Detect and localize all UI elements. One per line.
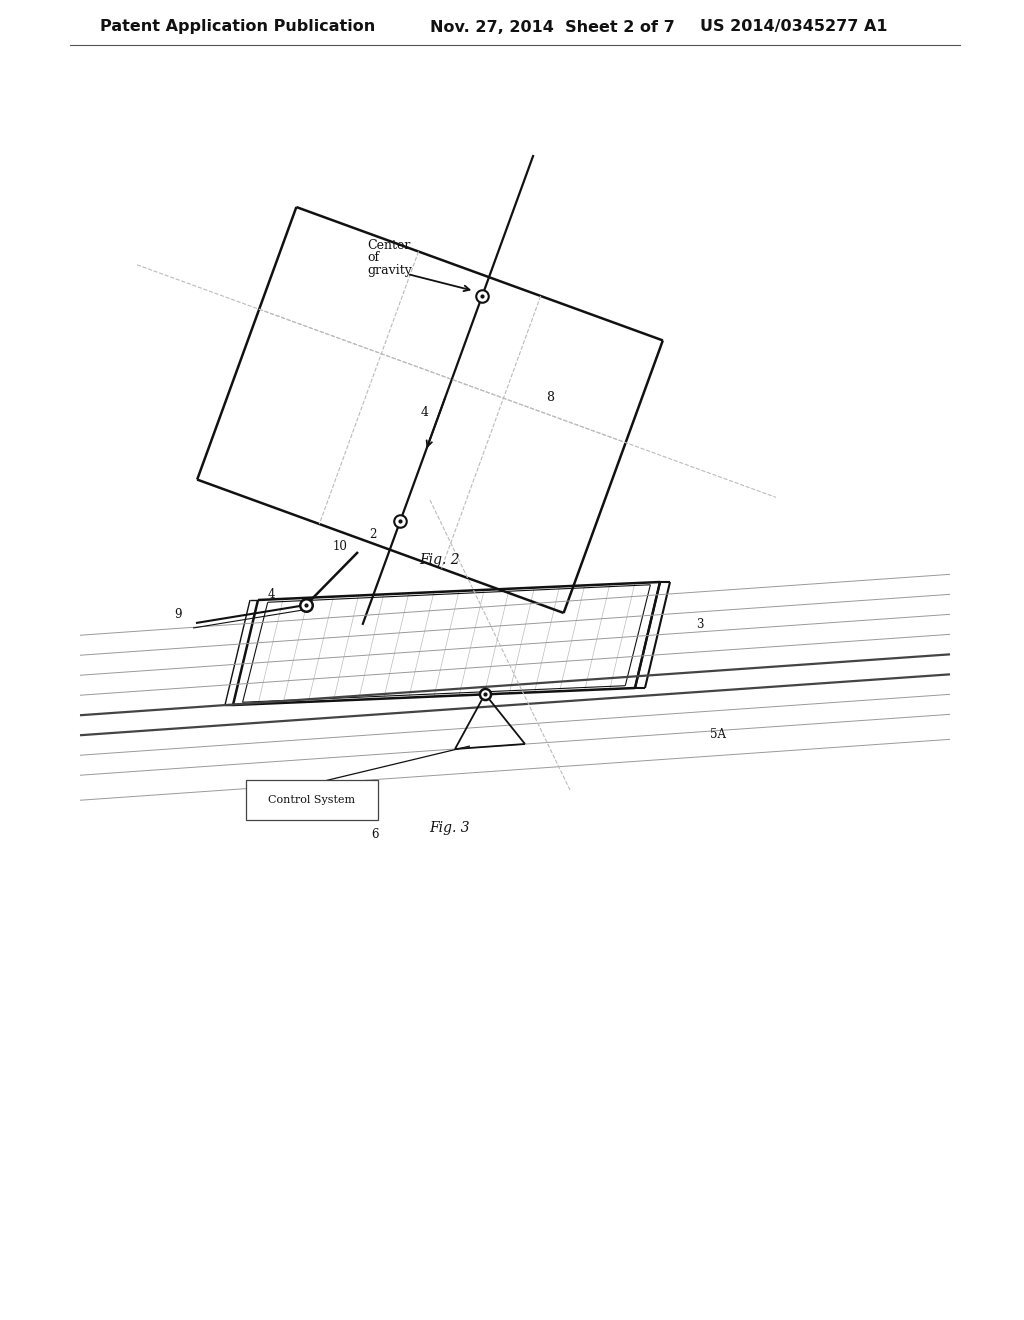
Text: 10: 10 [333, 540, 348, 553]
Text: US 2014/0345277 A1: US 2014/0345277 A1 [700, 20, 888, 34]
Text: gravity: gravity [368, 264, 412, 277]
Text: 6: 6 [372, 829, 379, 842]
Text: Center: Center [368, 239, 411, 252]
Text: Control System: Control System [268, 795, 355, 805]
FancyBboxPatch shape [246, 780, 378, 820]
Text: Fig. 3: Fig. 3 [430, 821, 470, 836]
Text: Fig. 2: Fig. 2 [420, 553, 461, 568]
Text: 4: 4 [267, 589, 274, 602]
Text: of: of [368, 251, 379, 264]
Text: Patent Application Publication: Patent Application Publication [100, 20, 375, 34]
Text: 2: 2 [370, 528, 377, 540]
Text: 8: 8 [546, 391, 554, 404]
Text: 4: 4 [421, 405, 429, 418]
Text: Nov. 27, 2014  Sheet 2 of 7: Nov. 27, 2014 Sheet 2 of 7 [430, 20, 675, 34]
Text: 3: 3 [696, 619, 703, 631]
Text: 5A: 5A [710, 729, 726, 742]
Text: 9: 9 [174, 609, 181, 622]
